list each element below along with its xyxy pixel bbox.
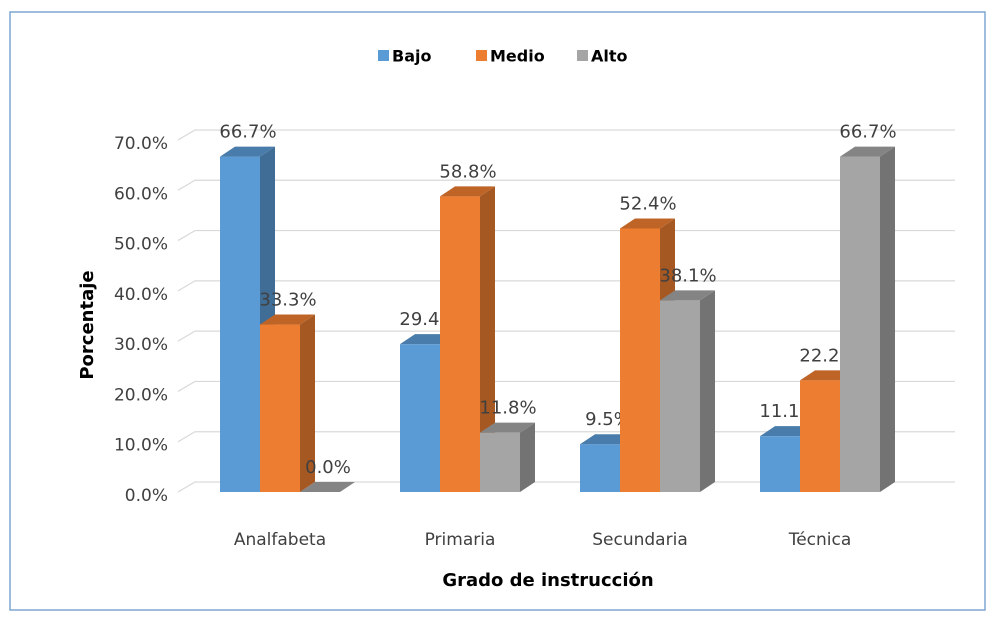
data-label: 52.4% xyxy=(619,194,676,215)
bar xyxy=(840,156,880,492)
x-tick-label: Técnica xyxy=(788,530,852,550)
bar xyxy=(440,196,480,492)
bar-top xyxy=(440,186,495,197)
bar xyxy=(220,156,260,492)
data-label: 9.5% xyxy=(585,409,631,430)
bar xyxy=(480,432,520,492)
x-tick-label: Secundaria xyxy=(592,530,687,550)
bar xyxy=(760,436,800,492)
bar xyxy=(400,344,440,492)
y-tick-label: 20.0% xyxy=(114,385,168,405)
bar xyxy=(800,380,840,492)
bar-side xyxy=(520,422,535,492)
bar-side xyxy=(880,146,895,492)
y-tick-label: 60.0% xyxy=(114,184,168,204)
grid-line xyxy=(177,229,955,242)
data-label: 66.7% xyxy=(839,122,896,143)
grid-line xyxy=(177,129,955,141)
bar-top xyxy=(660,290,715,301)
y-tick-label: 10.0% xyxy=(114,436,168,456)
bar xyxy=(620,228,660,492)
data-label: 33.3% xyxy=(259,290,316,311)
bar xyxy=(580,444,620,492)
bar-side xyxy=(700,290,715,492)
legend-swatch xyxy=(378,50,389,61)
data-label: 58.8% xyxy=(439,161,496,182)
y-tick-label: 30.0% xyxy=(114,335,168,355)
legend-label: Alto xyxy=(591,47,628,66)
y-tick-label: 70.0% xyxy=(114,134,168,154)
chart-frame xyxy=(9,11,986,611)
y-tick-label: 0.0% xyxy=(125,486,168,506)
data-label: 38.1% xyxy=(659,265,716,286)
y-axis-title: Porcentaje xyxy=(77,270,98,379)
grid-line xyxy=(177,179,955,191)
bar-side xyxy=(480,186,495,492)
legend-swatch xyxy=(577,50,588,61)
y-tick-label: 40.0% xyxy=(114,285,168,305)
data-label: 66.7% xyxy=(219,122,276,143)
bar-top xyxy=(840,146,895,157)
bar-top xyxy=(300,482,355,492)
legend-swatch xyxy=(476,50,487,61)
y-tick-label: 50.0% xyxy=(114,235,168,255)
x-axis-title: Grado de instrucción xyxy=(442,570,653,591)
bar xyxy=(660,300,700,492)
bar-side xyxy=(300,314,315,492)
x-tick-label: Analfabeta xyxy=(234,530,326,550)
grid-line xyxy=(177,280,955,292)
bar-top xyxy=(220,146,275,157)
x-tick-label: Primaria xyxy=(425,530,496,550)
bar-top xyxy=(480,422,535,433)
bar-top xyxy=(620,218,675,229)
data-label: 0.0% xyxy=(305,457,351,478)
legend-label: Bajo xyxy=(392,47,431,66)
legend-label: Medio xyxy=(490,47,545,66)
bar-top xyxy=(260,314,315,325)
bar xyxy=(260,324,300,492)
data-label: 11.8% xyxy=(479,398,536,419)
